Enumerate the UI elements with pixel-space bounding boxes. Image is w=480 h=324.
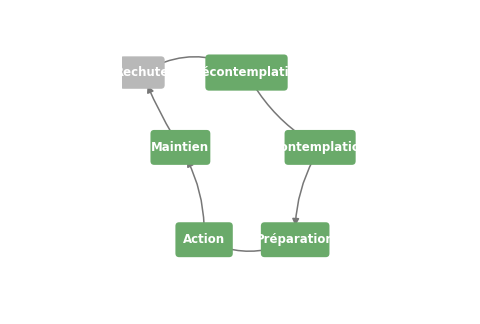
Text: Rechute: Rechute bbox=[115, 66, 169, 79]
FancyBboxPatch shape bbox=[175, 222, 232, 257]
FancyArrowPatch shape bbox=[154, 57, 232, 66]
Text: Préparation: Préparation bbox=[255, 233, 334, 246]
FancyBboxPatch shape bbox=[284, 130, 355, 165]
Text: Action: Action bbox=[183, 233, 225, 246]
FancyArrowPatch shape bbox=[188, 161, 204, 226]
Text: Contemplation: Contemplation bbox=[271, 141, 368, 154]
FancyArrowPatch shape bbox=[253, 85, 306, 139]
Text: Précontemplation: Précontemplation bbox=[187, 66, 305, 79]
FancyArrowPatch shape bbox=[147, 87, 173, 136]
FancyBboxPatch shape bbox=[120, 56, 164, 89]
FancyBboxPatch shape bbox=[260, 222, 329, 257]
Text: Maintien: Maintien bbox=[151, 141, 209, 154]
FancyBboxPatch shape bbox=[150, 130, 210, 165]
FancyArrowPatch shape bbox=[292, 159, 312, 224]
FancyArrowPatch shape bbox=[218, 245, 282, 251]
FancyBboxPatch shape bbox=[205, 54, 287, 91]
